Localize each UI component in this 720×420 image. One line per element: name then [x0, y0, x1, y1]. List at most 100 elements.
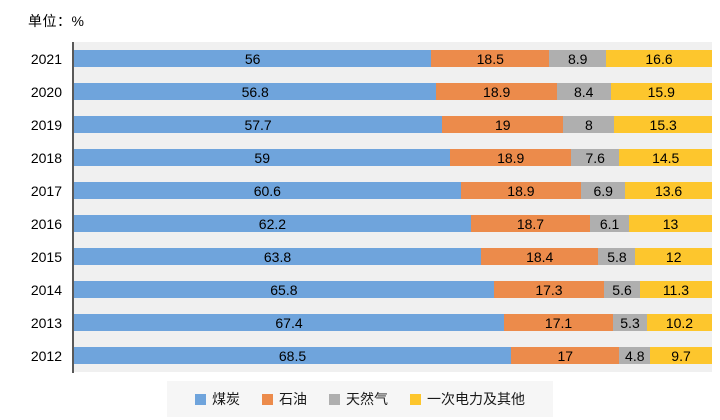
chart-row: 2016 62.2 18.7 6.1 13: [0, 215, 712, 232]
rows: 2021 56 18.5 8.9 16.6 2020 56.8 18.9 8.4 15.9 2019…: [0, 42, 712, 372]
segment-value-label: 18.7: [516, 215, 545, 232]
segment-value-label: 57.7: [244, 116, 272, 133]
segment-value-label: 19: [494, 116, 511, 133]
bar-segment-oil: 17.3: [493, 281, 605, 298]
chart-row: 2021 56 18.5 8.9 16.6: [0, 50, 712, 67]
bar-segment-coal: 60.6: [74, 182, 461, 199]
chart-row: 2013 67.4 17.1 5.3 10.2: [0, 314, 712, 331]
bar-track: 56 18.5 8.9 16.6: [74, 50, 712, 67]
bar-segment-oil: 18.4: [481, 248, 599, 265]
chart-row: 2012 68.5 17 4.8 9.7: [0, 347, 712, 364]
bar-track: 57.7 19 8 15.3: [74, 116, 712, 133]
bar-segment-electricity: 16.6: [606, 50, 712, 67]
legend-label: 石油: [279, 391, 307, 407]
segment-value-label: 60.6: [253, 182, 281, 199]
segment-value-label: 5.8: [607, 248, 627, 265]
chart-row: 2019 57.7 19 8 15.3: [0, 116, 712, 133]
legend-label: 煤炭: [212, 391, 240, 407]
legend-swatch-icon: [329, 393, 340, 405]
segment-value-label: 62.2: [258, 215, 287, 232]
bar-segment-electricity: 13: [629, 215, 712, 232]
segment-value-label: 8.9: [567, 50, 588, 67]
y-axis-line: [72, 42, 74, 373]
bar-segment-coal: 62.2: [74, 215, 471, 232]
bar-segment-coal: 56.8: [74, 83, 437, 100]
y-axis-label: 2014: [30, 281, 62, 298]
bar-segment-oil: 18.5: [431, 50, 550, 67]
bar-segment-electricity: 14.5: [619, 149, 712, 166]
segment-value-label: 63.8: [263, 248, 292, 265]
segment-value-label: 18.5: [476, 50, 504, 67]
segment-value-label: 7.6: [585, 149, 605, 166]
bar-segment-electricity: 11.3: [639, 281, 712, 298]
legend-label: 天然气: [346, 391, 388, 407]
y-axis-label: 2019: [30, 116, 62, 133]
bar-segment-coal: 59: [74, 149, 451, 166]
segment-value-label: 17.3: [535, 281, 563, 298]
segment-value-label: 6.1: [599, 215, 620, 232]
y-axis-label: 2018: [30, 149, 62, 166]
bar-segment-electricity: 15.3: [614, 116, 712, 133]
segment-value-label: 10.2: [665, 314, 694, 331]
segment-value-label: 68.5: [278, 347, 307, 364]
segment-value-label: 5.3: [620, 314, 640, 331]
segment-value-label: 8.4: [574, 83, 594, 100]
y-axis-label: 2016: [30, 215, 62, 232]
bar-segment-oil: 18.9: [450, 149, 571, 166]
y-axis-label: 2021: [30, 50, 62, 67]
y-axis-label: 2013: [30, 314, 62, 331]
bar-track: 60.6 18.9 6.9 13.6: [74, 182, 712, 199]
bar-track: 63.8 18.4 5.8 12: [74, 248, 712, 265]
segment-value-label: 17: [557, 347, 574, 364]
segment-value-label: 16.6: [645, 50, 673, 67]
chart-row: 2014 65.8 17.3 5.6 11.3: [0, 281, 712, 298]
bar-segment-gas: 8: [563, 116, 615, 133]
bar-segment-electricity: 10.2: [646, 314, 712, 331]
bar-segment-electricity: 15.9: [610, 83, 712, 100]
y-axis-label: 2012: [30, 347, 62, 364]
y-axis-label: 2017: [30, 182, 62, 199]
bar-track: 65.8 17.3 5.6 11.3: [74, 281, 712, 298]
bar-segment-gas: 5.8: [598, 248, 636, 265]
bar-segment-electricity: 9.7: [650, 347, 712, 364]
bar-segment-coal: 57.7: [74, 116, 443, 133]
segment-value-label: 59: [254, 149, 270, 166]
legend-item-oil: 石油: [262, 389, 307, 409]
segment-value-label: 18.9: [507, 182, 535, 199]
bar-segment-gas: 5.3: [613, 314, 647, 331]
bar-segment-gas: 6.9: [581, 182, 626, 199]
bar-segment-coal: 67.4: [74, 314, 504, 331]
y-axis-label: 2015: [30, 248, 62, 265]
bar-segment-gas: 5.6: [604, 281, 640, 298]
legend-item-electricity: 一次电力及其他: [410, 389, 525, 409]
segment-value-label: 65.8: [270, 281, 298, 298]
segment-value-label: 13: [662, 215, 679, 232]
chart-row: 2018 59 18.9 7.6 14.5: [0, 149, 712, 166]
bar-segment-coal: 68.5: [74, 347, 512, 364]
segment-value-label: 15.3: [649, 116, 677, 133]
segment-value-label: 8: [584, 116, 593, 133]
bar-track: 67.4 17.1 5.3 10.2: [74, 314, 712, 331]
legend-item-coal: 煤炭: [195, 389, 240, 409]
bar-track: 62.2 18.7 6.1 13: [74, 215, 712, 232]
segment-value-label: 14.5: [652, 149, 680, 166]
legend-swatch-icon: [410, 393, 421, 405]
legend-swatch-icon: [262, 393, 273, 405]
bar-segment-gas: 6.1: [590, 215, 630, 232]
segment-value-label: 4.8: [625, 347, 645, 364]
bar-segment-oil: 17: [511, 347, 620, 364]
legend-swatch-icon: [195, 393, 206, 405]
segment-value-label: 11.3: [662, 281, 690, 298]
bar-segment-coal: 65.8: [74, 281, 494, 298]
segment-value-label: 15.9: [647, 83, 675, 100]
bar-track: 68.5 17 4.8 9.7: [74, 347, 712, 364]
bar-segment-oil: 18.9: [436, 83, 557, 100]
bar-segment-coal: 56: [74, 50, 432, 67]
chart-row: 2017 60.6 18.9 6.9 13.6: [0, 182, 712, 199]
y-axis-label: 2020: [30, 83, 62, 100]
segment-value-label: 9.7: [671, 347, 691, 364]
segment-value-label: 56.8: [241, 83, 269, 100]
segment-value-label: 17.1: [544, 314, 573, 331]
segment-value-label: 56: [244, 50, 261, 67]
